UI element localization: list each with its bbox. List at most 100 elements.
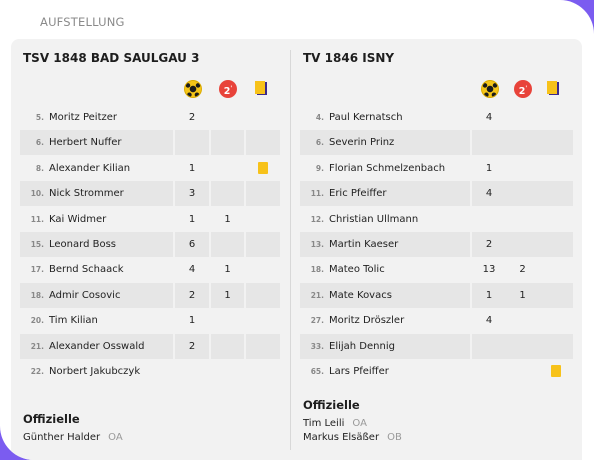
player-name: Florian Schmelzenbach [329,162,446,174]
two-minute-cell [506,181,539,207]
goals-cell: 2 [472,232,506,257]
player-row: 11. Kai Widmer 1 1 [20,207,280,232]
player-row: 17. Bernd Schaack 4 1 [20,257,280,282]
yellow-card-icon [258,161,268,174]
two-minute-cell: 1 [211,257,244,282]
player-number: 4. [315,113,324,122]
player-row: 21. Mate Kovacs 1 1 [300,282,573,308]
official-row: Tim Leili OA [303,418,367,429]
two-minute-cell: 1 [211,207,244,232]
card-cell [246,181,280,207]
goals-cell [472,207,506,232]
player-row: 27. Moritz Dröszler 4 [300,308,560,333]
cards-icon [547,80,565,98]
player-name-cell: 6. Herbert Nuffer [20,130,173,156]
player-name: Tim Kilian [49,315,98,327]
player-name: Martin Kaeser [329,239,399,250]
player-row: 8. Alexander Kilian 1 [20,156,280,181]
player-name: Moritz Dröszler [329,315,405,327]
player-row: 11. Eric Pfeiffer 4 [300,181,573,207]
player-row: 5. Moritz Peitzer 2 [20,105,280,130]
player-row: 33. Elijah Dennig [300,333,573,359]
two-minute-cell [211,333,244,359]
two-minute-cell [211,359,244,384]
player-row: 22. Norbert Jakubczyk [20,359,280,384]
goals-cell: 4 [472,181,506,207]
player-number: 18. [30,290,44,300]
player-name-cell: 21. Alexander Osswald [20,333,173,359]
card-cell [246,359,280,384]
official-name: Günther Halder [23,432,101,443]
player-row: 4. Paul Kernatsch 4 [300,105,560,130]
player-name-cell: 13. Martin Kaeser [300,232,470,257]
two-minute-cell [506,156,539,181]
two-minute-value: 1 [224,213,231,225]
player-number: 15. [30,240,44,249]
player-name: Kai Widmer [49,213,107,225]
card-cell [539,130,573,156]
player-number: 22. [30,367,44,376]
official-role: OA [352,418,367,429]
goals-cell: 1 [175,207,209,232]
team-name: TV 1846 ISNY [303,51,395,65]
card-cell [539,181,573,207]
player-number: 10. [30,189,44,199]
player-name-cell: 21. Mate Kovacs [300,282,470,308]
player-number: 6. [315,138,324,148]
player-name-cell: 17. Bernd Schaack [20,257,173,282]
officials-title: Offizielle [303,398,360,412]
player-row: 10. Nick Strommer 3 [20,181,280,207]
goals-value: 2 [188,289,196,301]
two-minute-value: 2 [519,264,526,276]
two-minute-cell [506,207,539,232]
player-row: 9. Florian Schmelzenbach 1 [300,156,560,181]
two-minute-cell [211,156,244,181]
goals-cell: 4 [175,257,209,282]
card-cell [246,130,280,156]
card-cell [246,105,280,130]
player-number: 27. [310,316,324,326]
goals-value: 4 [485,112,493,123]
card-cell [539,359,573,384]
official-role: OB [387,432,402,443]
card-cell [246,207,280,232]
player-name: Leonard Boss [49,239,116,250]
card-cell [539,333,573,359]
two-minute-value: 1 [519,289,526,301]
goals-value: 4 [485,188,493,200]
official-row: Günther Halder OA [23,432,123,443]
player-row: 21. Alexander Osswald 2 [20,333,280,359]
two-minute-cell [506,359,539,384]
card-cell [539,257,573,282]
goals-value: 2 [188,340,196,352]
player-number: 20. [30,316,44,326]
two-minute-penalty-label: 2 [223,86,231,98]
two-minute-value: 1 [224,264,231,276]
two-minute-cell: 2 [506,257,539,282]
card-cell [246,333,280,359]
two-minute-cell [506,130,539,156]
card-cell [246,308,280,333]
player-row: 12. Christian Ullmann [300,207,560,232]
player-name: Alexander Osswald [49,340,145,352]
player-name-cell: 12. Christian Ullmann [300,207,470,232]
two-minute-cell [506,232,539,257]
player-name: Bernd Schaack [49,264,124,276]
yellow-card-icon [551,365,561,377]
goals-cell: 4 [472,105,506,130]
player-row: 15. Leonard Boss 6 [20,232,280,257]
goals-cell: 13 [472,257,506,282]
player-number: 9. [315,163,324,173]
player-name-cell: 6. Severin Prinz [300,130,470,156]
goals-cell: 4 [472,308,506,333]
player-row: 6. Severin Prinz [300,130,573,156]
player-number: 11. [310,189,324,199]
goals-value: 2 [188,112,196,123]
goals-cell: 2 [175,333,209,359]
two-minute-penalty-icon: 2' [219,80,237,98]
player-number: 65. [310,367,324,376]
two-minute-cell [211,232,244,257]
player-number: 12. [310,214,324,224]
goals-cell: 1 [175,308,209,333]
